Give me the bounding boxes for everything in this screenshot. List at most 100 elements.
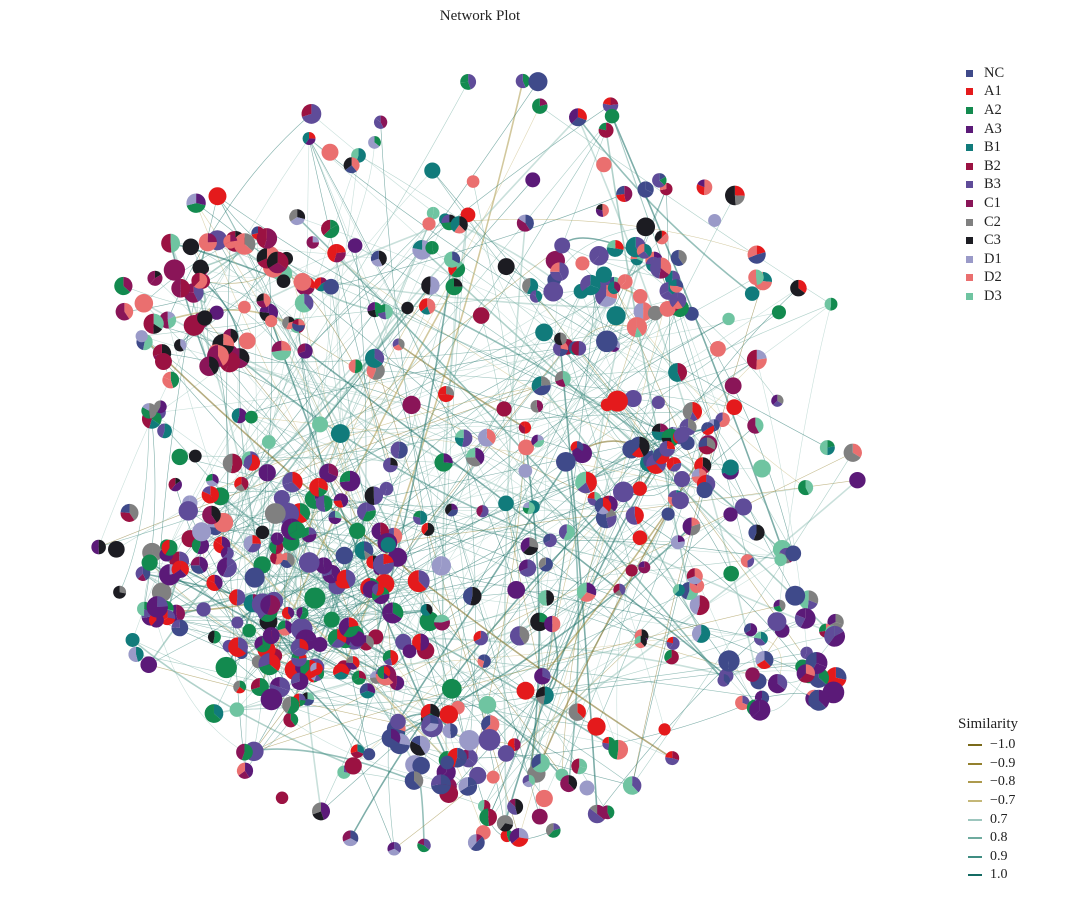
node-slice — [242, 623, 256, 638]
network-node — [626, 317, 648, 338]
network-node — [372, 553, 394, 575]
node-slice — [171, 619, 180, 628]
node-slice — [676, 279, 684, 289]
network-node — [206, 574, 223, 592]
node-slice — [277, 251, 289, 269]
network-node — [192, 522, 212, 542]
network-node — [538, 557, 553, 572]
node-slice — [382, 650, 391, 662]
network-edge — [308, 138, 517, 590]
node-slice — [496, 815, 506, 830]
node-slice — [756, 358, 767, 370]
node-slice — [514, 738, 521, 751]
node-slice — [431, 784, 451, 795]
node-slice — [744, 286, 760, 301]
node-slice — [129, 503, 139, 521]
node-slice — [624, 185, 633, 202]
node-slice — [745, 623, 758, 637]
node-slice — [664, 649, 672, 662]
network-node — [243, 454, 261, 471]
network-node — [182, 238, 200, 256]
network-node — [544, 615, 561, 633]
network-node — [509, 626, 530, 646]
node-slice — [497, 258, 515, 276]
node-slice — [722, 312, 735, 326]
node-slice — [297, 343, 306, 354]
node-slice — [442, 723, 452, 739]
node-slice — [745, 667, 760, 682]
network-node — [125, 632, 140, 647]
node-slice — [233, 233, 253, 255]
node-slice — [230, 453, 243, 474]
node-slice — [162, 423, 172, 439]
node-slice — [294, 293, 311, 313]
network-node — [425, 241, 439, 255]
node-slice — [612, 481, 634, 503]
node-slice — [800, 646, 807, 659]
network-node — [344, 757, 362, 775]
node-slice — [525, 172, 541, 188]
node-slice — [619, 583, 626, 596]
node-slice — [115, 302, 130, 321]
node-slice — [395, 675, 405, 691]
node-slice — [740, 554, 748, 568]
node-slice — [420, 633, 430, 651]
network-edge — [143, 418, 156, 609]
node-slice — [816, 652, 828, 668]
node-slice — [691, 517, 701, 527]
network-node — [390, 441, 408, 459]
node-slice — [668, 363, 682, 382]
network-edge — [158, 311, 780, 413]
node-slice — [576, 582, 587, 600]
node-slice — [237, 408, 247, 424]
network-edge — [372, 475, 700, 563]
node-slice — [322, 573, 337, 584]
similarity-legend-label: 0.8 — [990, 830, 1008, 846]
network-node — [135, 330, 148, 343]
node-slice — [238, 770, 250, 779]
node-slice — [589, 804, 598, 814]
node-slice — [596, 330, 618, 353]
network-node — [558, 524, 575, 541]
node-slice — [178, 501, 198, 521]
node-slice — [402, 395, 421, 415]
network-node — [381, 728, 401, 748]
network-node — [302, 131, 316, 145]
node-slice — [450, 216, 460, 232]
node-slice — [275, 551, 284, 565]
node-slice — [562, 370, 571, 387]
network-node — [725, 185, 745, 206]
node-slice — [367, 302, 375, 312]
network-node — [273, 489, 290, 507]
similarity-legend-label: 0.7 — [990, 811, 1008, 827]
node-slice — [378, 250, 387, 266]
network-node — [244, 567, 265, 588]
node-slice — [413, 510, 421, 518]
network-node — [515, 73, 531, 89]
node-slice — [373, 486, 384, 505]
network-node — [595, 266, 612, 283]
node-slice — [616, 193, 626, 203]
network-edge — [251, 416, 603, 507]
node-slice — [135, 566, 143, 579]
network-node — [722, 459, 739, 476]
node-slice — [560, 332, 567, 345]
legend-item-c2: C2 — [966, 213, 1004, 232]
network-node — [636, 243, 652, 259]
node-slice — [774, 553, 787, 567]
network-edge — [605, 130, 691, 592]
network-node — [321, 143, 339, 161]
network-node — [596, 156, 612, 173]
network-node — [309, 478, 328, 497]
network-edge — [319, 283, 615, 425]
network-edge — [179, 81, 539, 562]
node-slice — [224, 240, 238, 249]
legend-swatch — [966, 237, 973, 245]
network-node — [507, 798, 524, 815]
similarity-line-swatch — [968, 855, 982, 858]
network-node — [774, 553, 787, 567]
network-edge — [562, 371, 678, 380]
node-slice — [336, 243, 346, 254]
node-slice — [692, 624, 702, 642]
network-node — [497, 745, 515, 762]
